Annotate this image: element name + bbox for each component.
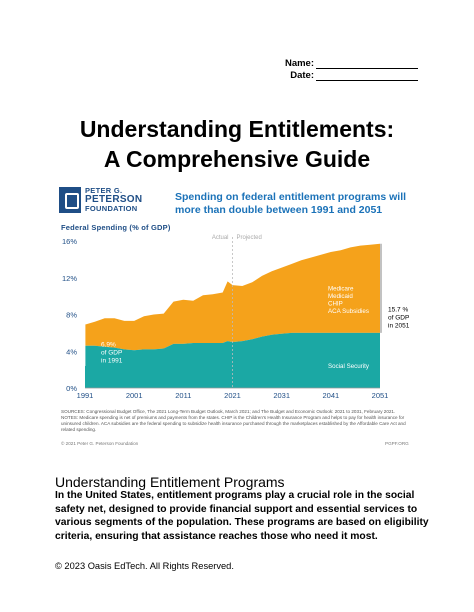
y-tick-label: 8%: [66, 311, 77, 320]
y-tick-label: 16%: [62, 237, 77, 246]
y-tick-label: 4%: [66, 347, 77, 356]
chart-footer-right: PGPF.ORG: [385, 441, 409, 446]
date-field[interactable]: [316, 70, 418, 81]
copyright: © 2023 Oasis EdTech. All Rights Reserved…: [55, 561, 234, 571]
logo-line3: FOUNDATION: [85, 204, 138, 213]
chart-plot: 0% 4% 8% 12% 16% 1991 2001 2011 2021 2031 2041 2051…: [62, 235, 410, 400]
health-series-label: ACA Subsidies: [328, 308, 369, 315]
pgpf-logo-icon: [59, 187, 81, 213]
start-annotation-text: in 1991: [101, 358, 123, 365]
projected-label: Projected: [237, 235, 262, 241]
pgpf-logo-text: PETER G. PETERSON FOUNDATION: [85, 187, 142, 213]
section-body: In the United States, entitlement progra…: [55, 490, 429, 542]
chart-axis-title: Federal Spending (% of GDP): [61, 223, 171, 232]
x-tick-label: 2031: [273, 391, 290, 400]
x-tick-label: 1991: [77, 391, 94, 400]
chart-footer: © 2021 Peter G. Peterson Foundation: [61, 441, 139, 446]
x-tick-label: 2051: [372, 391, 389, 400]
social-security-series-label: Social Security: [328, 363, 370, 370]
chart-heading: Spending on federal entitlement programs…: [175, 191, 407, 216]
health-series-label: Medicare: [328, 286, 354, 293]
end-annotation-text: 15.7 %: [388, 307, 408, 314]
pgpf-logo: PETER G. PETERSON FOUNDATION: [59, 187, 169, 217]
chart-notes-text: NOTES: Medicare spending is net of premi…: [61, 415, 406, 432]
health-series-label: Medicaid: [328, 293, 353, 300]
page-title-line1: Understanding Entitlements:: [79, 116, 395, 142]
date-label: Date:: [290, 70, 314, 81]
x-tick-label: 2011: [175, 391, 191, 400]
start-annotation-text: of GDP: [101, 350, 122, 357]
name-label: Name:: [284, 58, 314, 69]
chart-sources: SOURCES: Congressional Budget Office, Th…: [61, 409, 396, 414]
end-annotation-text: of GDP: [388, 315, 409, 322]
x-tick-label: 2021: [224, 391, 241, 400]
x-tick-label: 2001: [126, 391, 143, 400]
logo-line2: PETERSON: [85, 194, 143, 205]
chart-card: PETER G. PETERSON FOUNDATION Spending on…: [55, 183, 420, 455]
x-tick-label: 2041: [322, 391, 339, 400]
page-title-line2: A Comprehensive Guide: [103, 146, 371, 172]
section-title: Understanding Entitlement Programs: [55, 474, 285, 490]
logo-line1: PETER G.: [85, 186, 123, 195]
name-field[interactable]: [316, 58, 418, 69]
health-series-label: CHIP: [328, 301, 343, 308]
chart-notes: SOURCES: Congressional Budget Office, Th…: [61, 409, 411, 433]
y-tick-label: 0%: [66, 384, 77, 393]
actual-label: Actual: [212, 235, 229, 241]
start-annotation-text: 6.9%: [101, 342, 116, 349]
y-tick-label: 12%: [62, 274, 77, 283]
social-security-area: [85, 332, 380, 388]
end-annotation-text: in 2051: [388, 323, 410, 330]
